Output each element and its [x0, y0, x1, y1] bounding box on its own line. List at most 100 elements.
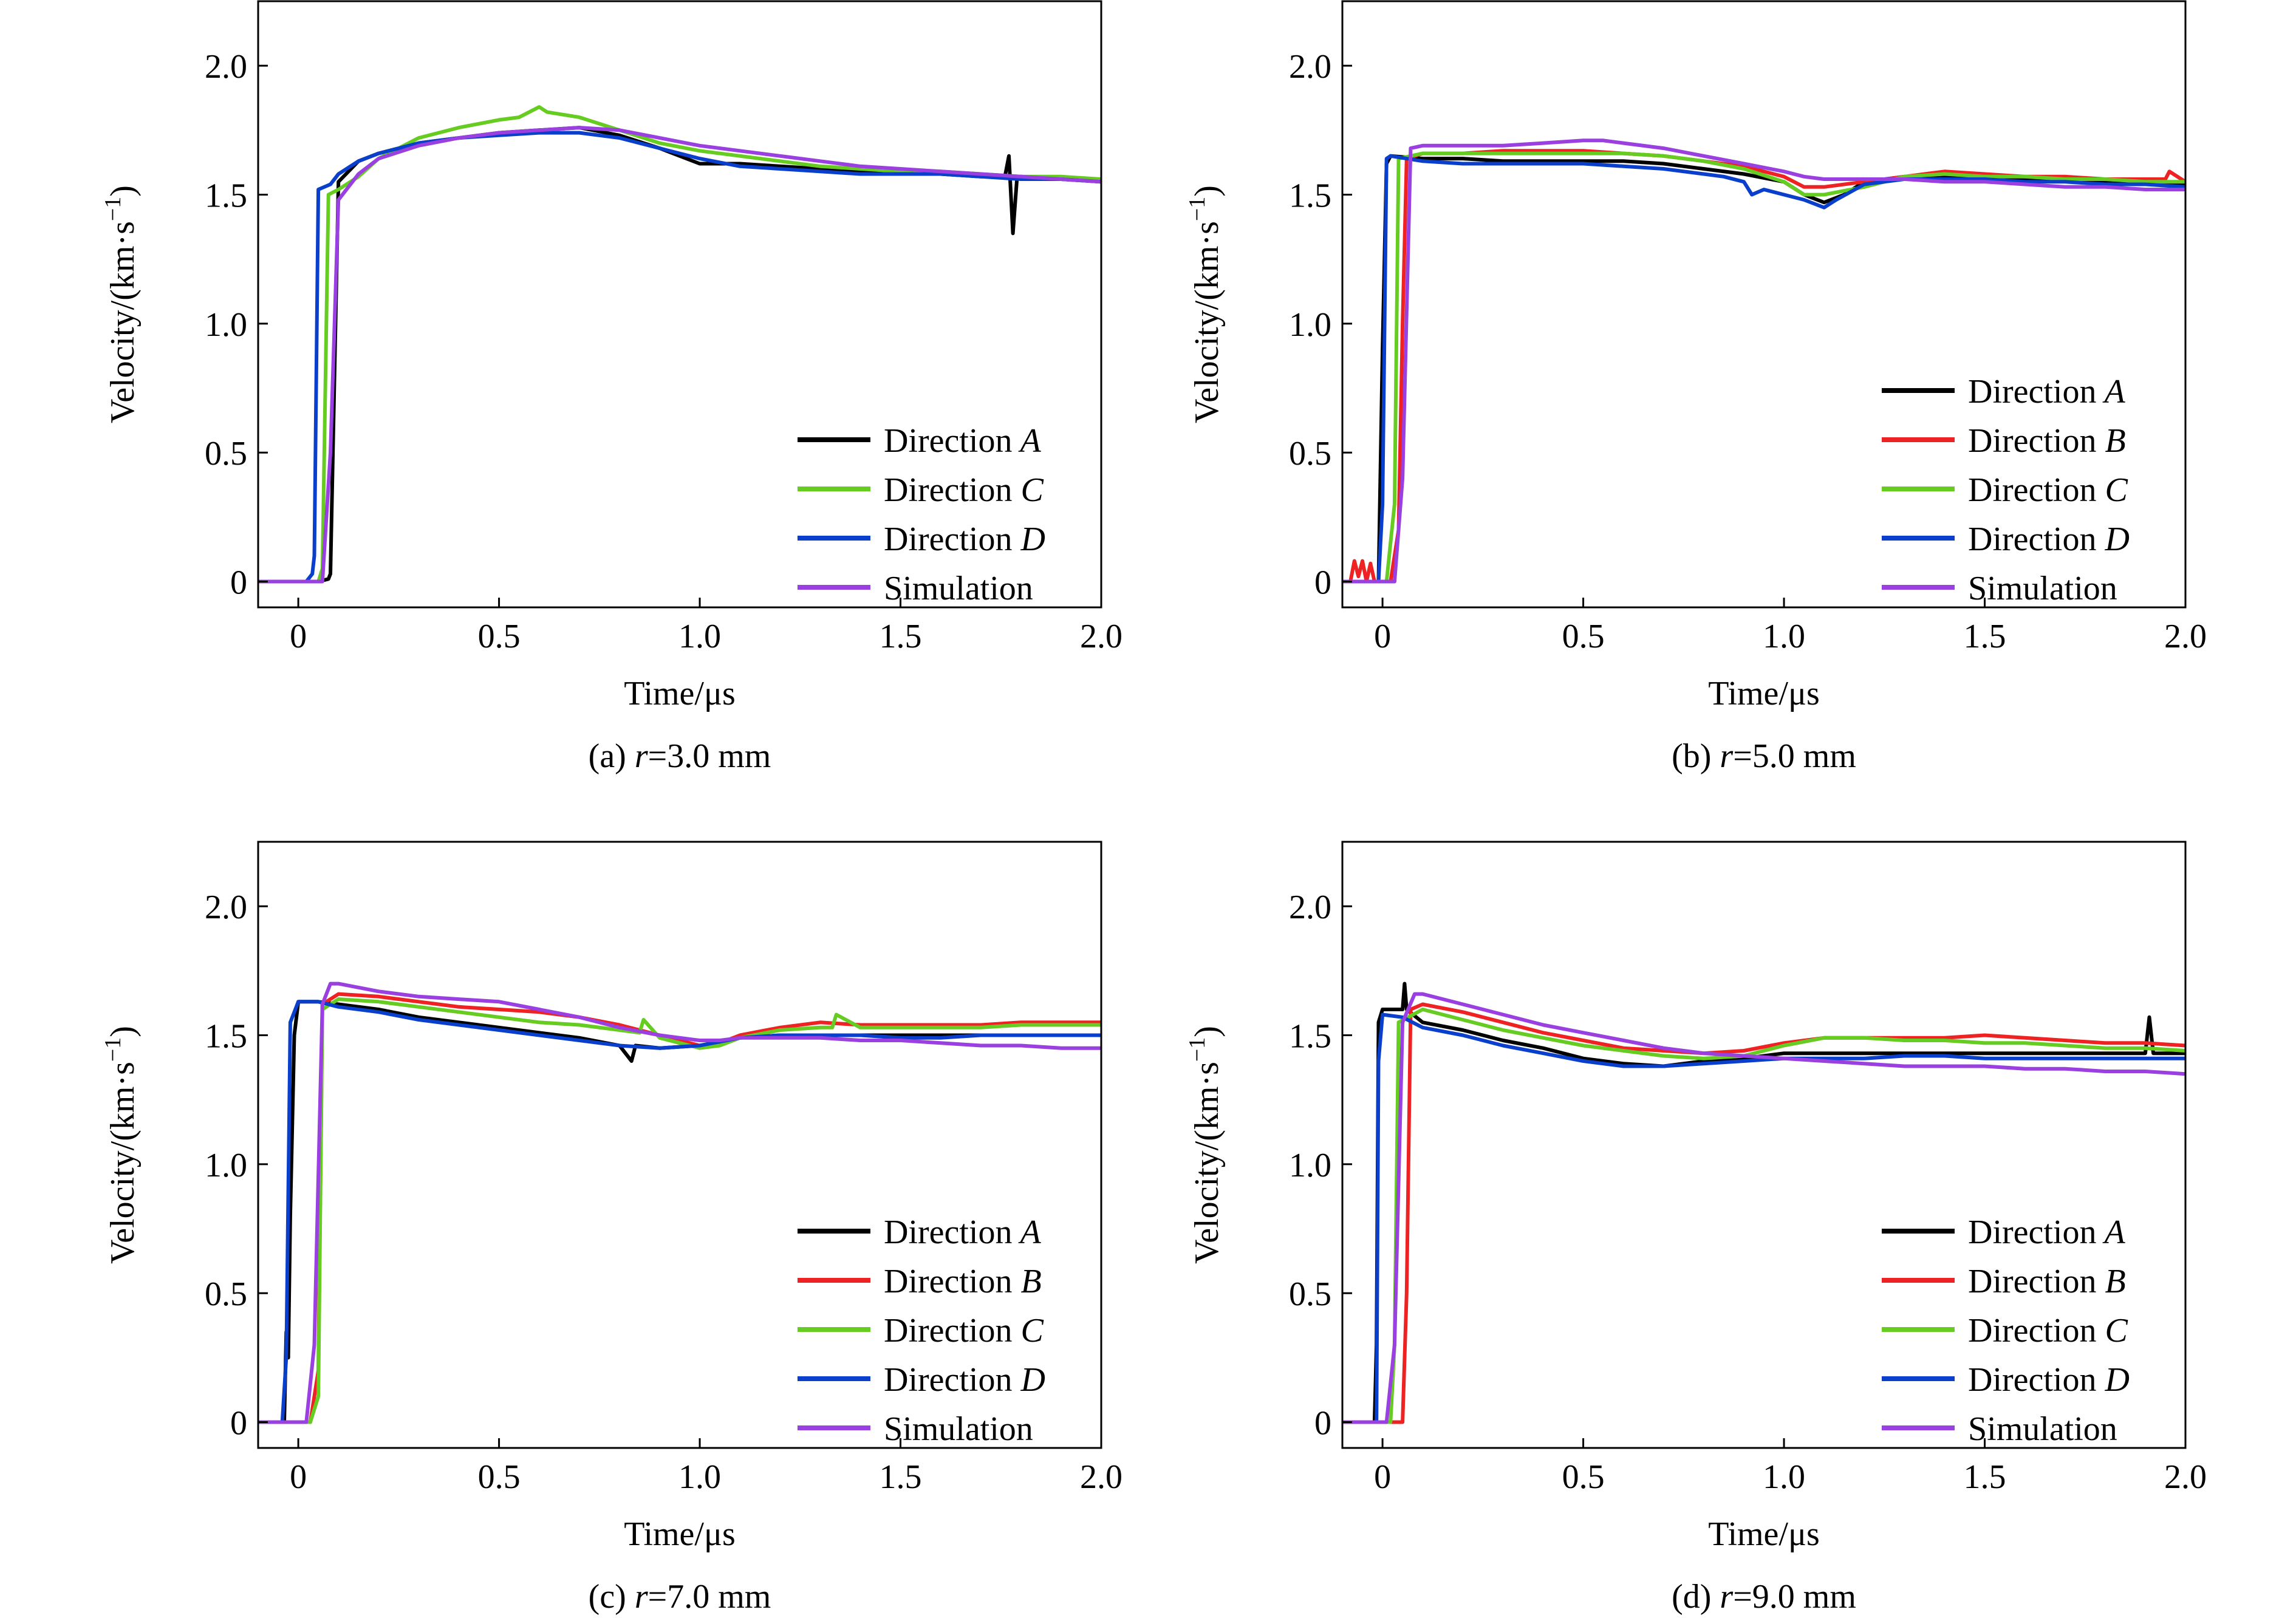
legend-entry-variable: B: [1012, 1263, 1041, 1300]
legend-entry-name: Direction: [884, 1263, 1012, 1300]
legend-entry: Direction D: [884, 521, 1045, 558]
y-axis-label-exponent: −1: [100, 197, 126, 221]
y-tick-label: 2.0: [205, 48, 247, 86]
y-tick-label: 0.5: [205, 435, 247, 473]
x-tick-label: 1.0: [1763, 1458, 1805, 1496]
plot-frame: [1341, 841, 2187, 1449]
legend-entry-variable: A: [1012, 422, 1041, 460]
y-axis-label: Velocity/(km·s−1): [1184, 1026, 1226, 1264]
x-tick-label: 0.5: [478, 618, 521, 655]
y-tick-label: 0: [1314, 1405, 1331, 1442]
series-line-2: [1342, 1008, 2185, 1424]
legend-entry-variable: D: [2096, 1361, 2129, 1399]
y-tick-label: 1.5: [1289, 177, 1331, 215]
y-axis-label-close: ): [1188, 1026, 1226, 1037]
series-line-3: [1342, 1012, 2185, 1424]
legend-entry: Direction C: [1968, 471, 2128, 509]
y-tick-label: 0: [230, 564, 247, 602]
legend-entry-variable: C: [1012, 1312, 1044, 1350]
legend-entry-variable: A: [1012, 1214, 1041, 1251]
x-axis-label: Time/μs: [624, 675, 736, 712]
x-tick-label: 1.5: [880, 1458, 922, 1496]
x-axis-label: Time/μs: [624, 1515, 736, 1553]
y-tick-label: 1.0: [1289, 1147, 1331, 1184]
x-tick-label: 0: [1374, 1458, 1391, 1496]
legend-entry-name: Simulation: [1968, 1410, 2117, 1448]
legend-entry-name: Direction: [884, 1214, 1012, 1251]
x-tick-label: 1.0: [1763, 618, 1805, 655]
x-tick-label: 0.5: [478, 1458, 521, 1496]
caption-prefix: (b): [1672, 737, 1720, 775]
legend-entry-name: Direction: [884, 1361, 1012, 1399]
chart-panel-2: 0 0.5 1.0 1.5 2.0 0 0.5 1.0 1.5 2.0 Time/μs Velocit…: [100, 841, 1122, 1616]
y-tick-label: 0.5: [1289, 435, 1331, 473]
y-tick-label: 2.0: [205, 889, 247, 926]
x-tick-label: 1.5: [1964, 1458, 2006, 1496]
legend-entry-name: Direction: [884, 422, 1012, 460]
series-line-3: [258, 1000, 1101, 1424]
x-axis-label: Time/μs: [1708, 675, 1820, 712]
x-tick-label: 0: [1374, 618, 1391, 655]
panel-caption: (d) r=9.0 mm: [1672, 1578, 1856, 1616]
legend-entry-variable: D: [1012, 521, 1045, 558]
series-line-1: [1342, 1002, 2185, 1424]
chart-panel-1: 0 0.5 1.0 1.5 2.0 0 0.5 1.0 1.5 2.0 Time/μs Velocit…: [1184, 0, 2207, 775]
series-line-2: [258, 997, 1101, 1424]
legend-entry: Simulation: [884, 570, 1033, 607]
x-axis-label: Time/μs: [1708, 1515, 1820, 1553]
caption-variable: r: [635, 1578, 648, 1616]
series-line-4: [1342, 992, 2185, 1424]
legend-entry-name: Direction: [1968, 521, 2096, 558]
y-tick-label: 0.5: [205, 1275, 247, 1313]
x-tick-label: 2.0: [2164, 1458, 2207, 1496]
caption-prefix: (d): [1672, 1578, 1720, 1616]
x-tick-label: 0.5: [1562, 1458, 1605, 1496]
legend-entry-name: Simulation: [884, 570, 1033, 607]
caption-suffix: =3.0 mm: [648, 737, 771, 775]
y-tick-label: 1.0: [1289, 306, 1331, 344]
plot-frame: [1341, 0, 2187, 609]
y-axis-label-main: Velocity/(km·s: [104, 221, 142, 423]
series-line-1: [258, 105, 1101, 584]
legend-entry: Direction D: [884, 1361, 1045, 1399]
series-line-1: [1342, 149, 2185, 584]
legend-entry: Direction D: [1968, 1361, 2130, 1399]
y-axis-label: Velocity/(km·s−1): [1184, 185, 1226, 423]
y-axis-label-main: Velocity/(km·s: [104, 1062, 142, 1264]
caption-variable: r: [1720, 737, 1733, 775]
series-line-3: [1342, 154, 2185, 584]
series-line-2: [258, 131, 1101, 584]
legend-entry: Direction C: [884, 1312, 1044, 1350]
legend-entry-variable: D: [2096, 521, 2129, 558]
y-axis-label-main: Velocity/(km·s: [1188, 1062, 1226, 1264]
legend-entry-name: Simulation: [884, 1410, 1033, 1448]
legend-entry-name: Direction: [1968, 373, 2096, 411]
y-axis-label-exponent: −1: [1184, 1037, 1210, 1062]
caption-suffix: =5.0 mm: [1733, 737, 1856, 775]
caption-prefix: (a): [589, 737, 635, 775]
legend: Direction A Direction B Direction C Directi…: [1882, 373, 2130, 607]
legend-entry-name: Direction: [884, 471, 1012, 509]
x-tick-label: 1.0: [678, 1458, 721, 1496]
caption-variable: r: [1720, 1578, 1733, 1616]
x-tick-label: 2.0: [1080, 1458, 1122, 1496]
y-tick-label: 0.5: [1289, 1275, 1331, 1313]
legend-entry: Direction B: [884, 1263, 1042, 1300]
x-tick-label: 0.5: [1562, 618, 1605, 655]
x-tick-label: 1.5: [880, 618, 922, 655]
legend-entry: Direction B: [1968, 422, 2126, 460]
legend-entry: Simulation: [884, 1410, 1033, 1448]
legend-entry: Direction A: [1968, 1214, 2125, 1251]
y-axis-label: Velocity/(km·s−1): [100, 185, 142, 423]
legend-entry: Direction A: [884, 1214, 1041, 1251]
series-line-0: [1342, 154, 2185, 584]
caption-suffix: =9.0 mm: [1733, 1578, 1856, 1616]
legend-entry: Direction C: [884, 471, 1044, 509]
plot-frame: [257, 841, 1102, 1449]
legend-entry-variable: B: [2096, 1263, 2125, 1300]
legend-entry-variable: A: [2096, 373, 2125, 411]
legend-entry-variable: C: [1012, 471, 1044, 509]
legend-entry-variable: C: [2096, 1312, 2128, 1350]
